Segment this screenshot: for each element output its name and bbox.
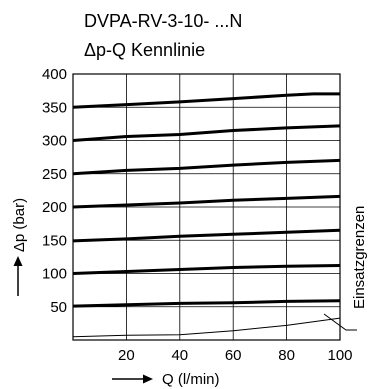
y-tick-label: 250 [42,166,67,183]
dp-curve-3 [72,158,341,176]
y-axis-arrow [13,256,23,296]
y-tick-label: 150 [42,232,67,249]
chart-title: DVPA-RV-3-10- ...N [84,11,242,31]
chart-subtitle: Δp-Q Kennlinie [84,40,205,60]
y-tick-label: 350 [42,99,67,116]
y-axis-label: Δp (bar) [11,198,28,252]
x-axis-ticks: 20 40 60 80 100 [118,347,352,364]
y-axis-ticks: 50 100 150 200 250 300 350 400 [42,66,67,316]
x-tick-label: 40 [171,347,188,364]
dp-curve-5 [72,228,341,243]
dp-curve-6 [72,264,341,275]
x-axis-arrow [112,374,153,384]
x-axis-label: Q (l/min) [162,371,220,388]
x-tick-label: 100 [327,347,352,364]
x-tick-label: 20 [118,347,135,364]
dp-curve-1 [72,92,340,109]
y-tick-label: 50 [50,299,67,316]
y-tick-label: 400 [42,66,67,83]
annotation-leader [323,313,357,331]
x-tick-label: 80 [278,347,295,364]
annotation-einsatzgrenzen: Einsatzgrenzen [351,206,368,309]
dp-curve-7 [72,299,341,308]
y-tick-label: 300 [42,133,67,150]
einsatzgrenze-line [72,317,341,338]
curves [72,92,341,338]
dp-curve-2 [72,124,341,142]
y-tick-label: 200 [42,199,67,216]
y-tick-label: 100 [42,266,67,283]
x-tick-label: 60 [225,347,242,364]
dp-curve-4 [72,194,341,209]
